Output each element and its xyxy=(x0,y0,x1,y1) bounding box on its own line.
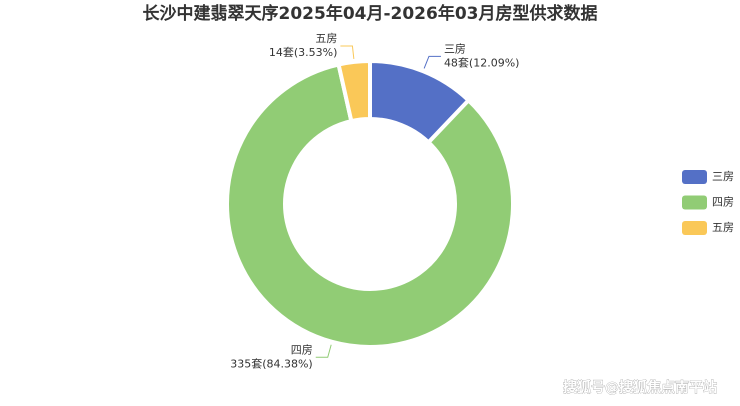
leader-line xyxy=(340,45,355,59)
watermark: 搜狐号@搜狐焦点南平站 xyxy=(563,379,717,396)
legend-label: 五房 xyxy=(712,221,734,234)
data-label: 14套(3.53%) xyxy=(269,46,338,59)
data-label-name: 五房 xyxy=(315,32,337,45)
data-label-name: 四房 xyxy=(291,343,313,356)
slice xyxy=(225,62,515,349)
legend-swatch xyxy=(682,221,707,235)
data-label-name: 三房 xyxy=(444,42,466,55)
legend-label: 四房 xyxy=(712,196,734,209)
slice xyxy=(336,59,372,124)
data-label: 335套(84.38%) xyxy=(230,357,313,370)
leader-line xyxy=(423,55,441,69)
legend-swatch xyxy=(682,195,707,210)
chart-title: 长沙中建翡翠天序2025年04月-2026年03月房型供求数据 xyxy=(143,3,598,24)
legend-swatch xyxy=(682,170,707,184)
leader-line xyxy=(315,344,332,358)
legend-label: 三房 xyxy=(712,170,734,183)
data-label: 48套(12.09%) xyxy=(444,56,520,69)
